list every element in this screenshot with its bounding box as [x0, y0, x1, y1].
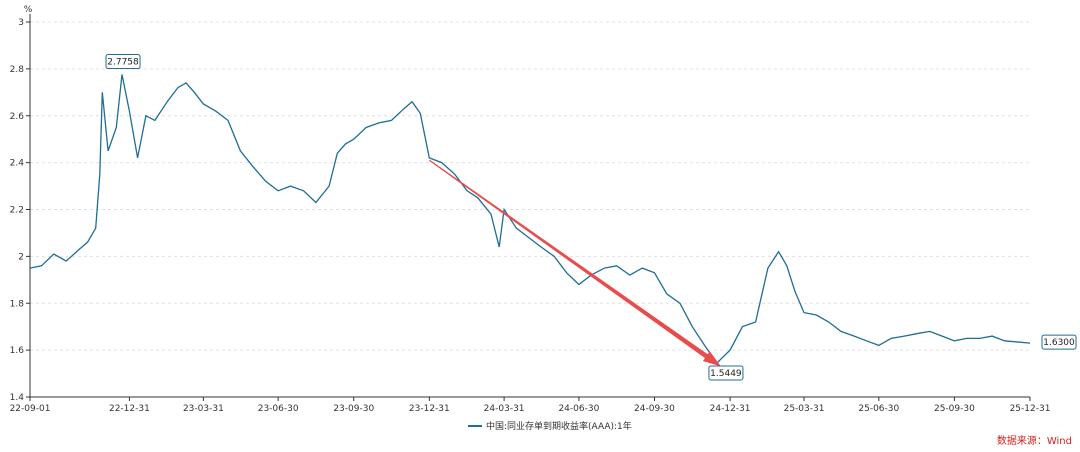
x-tick-label: 25-06-30 — [858, 404, 899, 414]
x-tick-label: 24-12-31 — [710, 404, 751, 414]
x-tick-label: 22-09-01 — [10, 404, 51, 414]
callout-label: 1.5449 — [710, 369, 742, 379]
source-label: 数据来源：Wind — [997, 434, 1072, 447]
y-tick-label: 2.4 — [10, 159, 25, 169]
y-tick-label: 2 — [18, 252, 24, 262]
y-tick-label: 1.6 — [10, 346, 25, 356]
x-tick-label: 23-03-31 — [183, 404, 224, 414]
callout-label: 1.6300 — [1043, 338, 1075, 348]
legend: 中国:同业存单到期收益率(AAA):1年 — [468, 420, 632, 432]
axis-layer: 1.4 1.6 1.8 2 2.2 2.4 2.6 2.8 3% 22-09-01 22-12-31… — [10, 5, 1051, 414]
x-tick-label: 25-09-30 — [934, 404, 975, 414]
y-tick-label: 2.6 — [10, 112, 25, 122]
x-tick-label: 23-12-31 — [409, 404, 450, 414]
callout-label: 2.7758 — [107, 58, 139, 68]
x-tick-label: 24-03-31 — [484, 404, 525, 414]
y-axis-unit: % — [24, 5, 33, 15]
y-tick-label: 1.4 — [10, 393, 25, 403]
x-tick-label: 24-06-30 — [558, 404, 599, 414]
callout-box — [1041, 334, 1077, 350]
callout-box — [105, 54, 141, 70]
callout-box — [708, 365, 744, 381]
x-tick-label: 22-12-31 — [109, 404, 150, 414]
y-tick-label: 2.2 — [10, 206, 24, 216]
grid-layer — [30, 21, 1030, 351]
y-tick-label: 3 — [18, 18, 24, 28]
x-tick-label: 25-12-31 — [1010, 404, 1051, 414]
y-tick-label: 2.8 — [10, 65, 25, 75]
series-line — [29, 74, 1031, 365]
x-tick-label: 23-09-30 — [333, 404, 374, 414]
x-tick-label: 24-09-30 — [634, 404, 675, 414]
arrow-layer — [429, 159, 721, 367]
legend-label: 中国:同业存单到期收益率(AAA):1年 — [486, 420, 632, 432]
trend-arrow — [429, 159, 721, 367]
series-layer — [29, 74, 1031, 365]
y-tick-label: 1.8 — [10, 299, 25, 309]
callout-layer: 2.7758 1.5449 1.6300 — [105, 54, 1077, 381]
x-tick-label: 23-06-30 — [258, 404, 299, 414]
x-tick-label: 25-03-31 — [784, 404, 825, 414]
